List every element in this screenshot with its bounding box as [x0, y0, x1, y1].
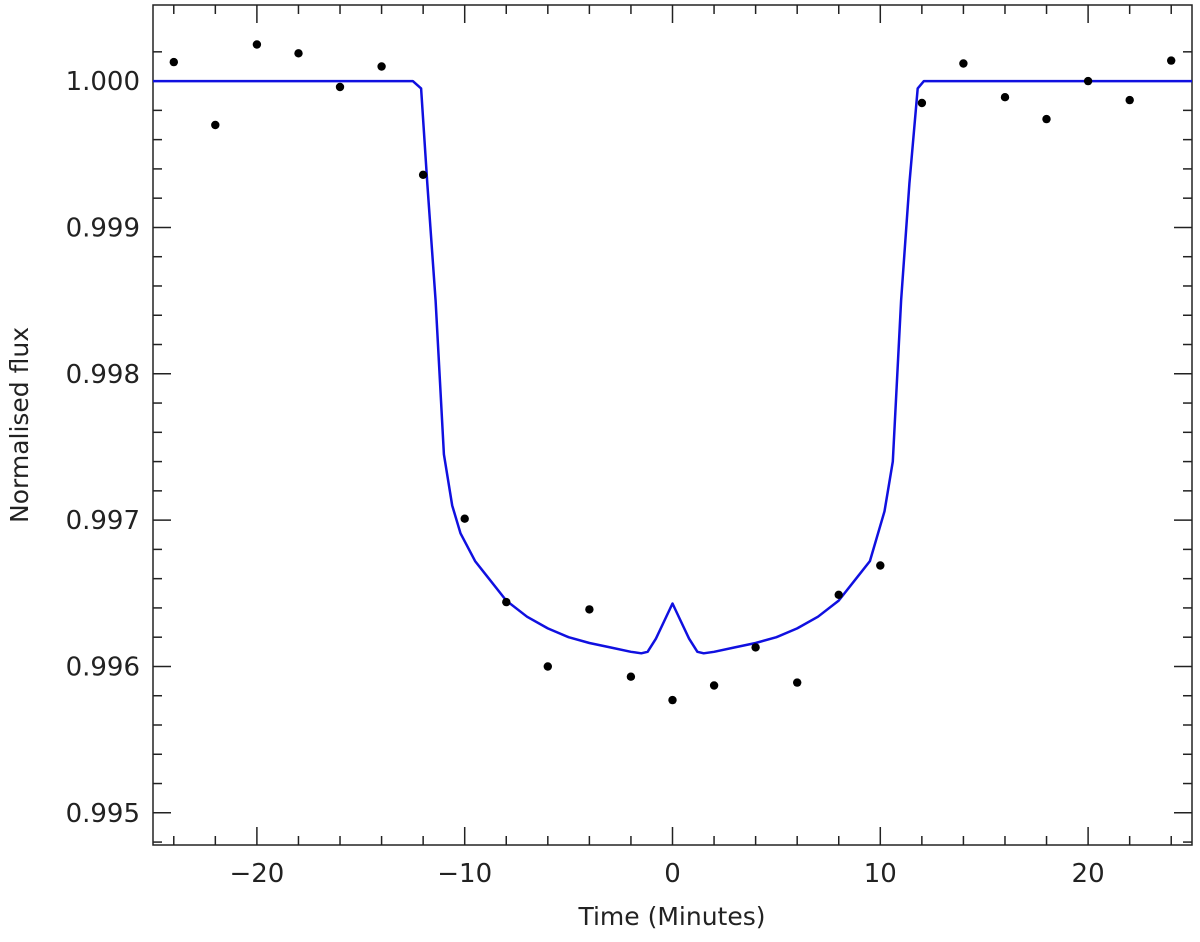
data-point — [418, 170, 428, 179]
x-axis-label: Time (Minutes) — [577, 902, 765, 931]
y-tick-label: 1.000 — [66, 67, 140, 97]
data-point — [1167, 56, 1176, 65]
data-point — [751, 643, 760, 652]
data-point — [335, 82, 345, 92]
data-point — [377, 62, 386, 71]
data-point — [502, 597, 511, 607]
data-point — [211, 120, 220, 130]
data-point — [294, 49, 303, 58]
data-point — [709, 681, 719, 690]
data-point — [959, 59, 968, 68]
data-point — [876, 561, 885, 570]
data-point — [626, 672, 636, 681]
data-point — [169, 57, 178, 67]
x-tick-label: −20 — [229, 859, 284, 889]
y-tick-label: 0.997 — [66, 506, 140, 536]
data-point — [834, 590, 843, 599]
data-point — [585, 605, 594, 614]
data-point — [252, 40, 262, 49]
data-point — [460, 514, 469, 523]
plot-frame — [152, 4, 1193, 846]
data-point — [793, 678, 802, 687]
y-tick-label: 0.998 — [66, 360, 140, 390]
x-tick-label: 20 — [1072, 859, 1105, 889]
model-fit-line — [153, 79, 1192, 655]
y-axis-label: Normalised flux — [5, 327, 34, 523]
data-point — [1083, 76, 1093, 86]
x-tick-label: −10 — [437, 859, 492, 889]
y-tick-label: 0.999 — [66, 213, 140, 243]
data-point — [1042, 114, 1051, 124]
series-layer — [153, 40, 1192, 705]
data-point — [1125, 95, 1134, 105]
axis-ticks — [153, 5, 1192, 845]
axis-tick-labels: −20 −10 0 10 20 0.995 0.996 0.997 0.998 0.999 1.00… — [66, 67, 1105, 889]
x-tick-label: 10 — [864, 859, 897, 889]
x-tick-label: 0 — [664, 859, 681, 889]
data-point — [543, 662, 552, 671]
data-point — [1000, 93, 1010, 102]
data-point — [917, 98, 927, 108]
data-point — [668, 695, 677, 705]
y-tick-label: 0.996 — [66, 652, 140, 682]
y-tick-label: 0.995 — [66, 799, 140, 829]
